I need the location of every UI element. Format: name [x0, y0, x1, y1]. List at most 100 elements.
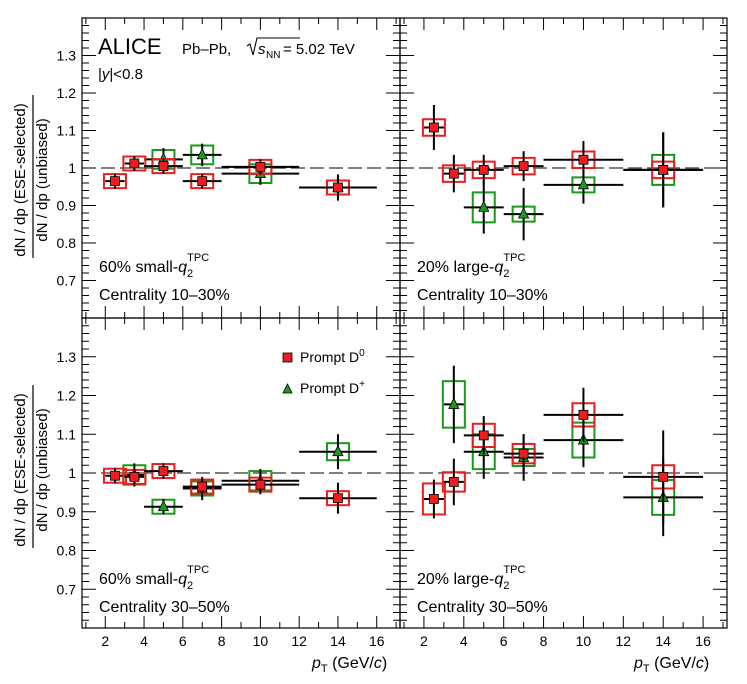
- point-d0: [197, 176, 208, 187]
- y-tick-label: 0.7: [57, 273, 77, 289]
- x-tick-label: 8: [218, 633, 226, 649]
- collision-label: Pb–Pb,: [182, 41, 231, 58]
- y-tick-label: 0.8: [57, 235, 77, 251]
- y-tick-label: 1.1: [57, 123, 77, 139]
- series-d0: [421, 387, 704, 524]
- panel-label-centrality: Centrality 30–50%: [99, 599, 230, 616]
- point-d0: [518, 448, 529, 459]
- x-tick-label: 14: [330, 633, 346, 649]
- ylabel-denominator-bottom: dN / dp (unbiased): [34, 408, 51, 531]
- point-d0: [448, 477, 459, 487]
- panel-bottom-left: 2 4 6 8 10 12 14 16 0.7 0.8 0.9 1 1.1 1.2 1.3 60% small…: [57, 317, 401, 649]
- point-d0: [110, 176, 120, 187]
- collision-system: Pb–Pb,: [182, 41, 231, 58]
- panels: 0.7 0.8 0.9 1 1.1 1.2 1.3 60% small-q2TPC Centra…: [57, 17, 728, 649]
- ylabel-numerator-bottom: dN / dp (ESE-selected): [12, 393, 29, 546]
- point-dplus: [478, 200, 490, 212]
- x-tick-label: 2: [101, 633, 109, 649]
- x-tick-label: 4: [460, 633, 468, 649]
- legend: Prompt D0 Prompt D+: [282, 348, 365, 396]
- point-d0: [428, 494, 439, 504]
- x-tick-label: 12: [291, 633, 307, 649]
- legend-d0-label: Prompt D0: [300, 348, 365, 365]
- x-tick-label: 6: [500, 633, 508, 649]
- y-axis-label-top: dN / dp (ESE-selected) dN / dp (unbiased…: [12, 95, 51, 258]
- x-tick-label: 10: [253, 633, 269, 649]
- legend-d0-marker: [282, 352, 293, 363]
- point-d0: [255, 161, 266, 172]
- panel-label-selection: 20% large-q2TPC: [417, 252, 525, 280]
- point-d0: [658, 164, 669, 175]
- panel-label-selection: 60% small-q2TPC: [99, 564, 209, 592]
- rapidity-label: |y|<0.8: [98, 66, 143, 83]
- y-tick-label: 1: [68, 160, 76, 176]
- point-d0: [478, 164, 489, 175]
- point-d0: [658, 471, 669, 482]
- panel-top-left: 0.7 0.8 0.9 1 1.1 1.2 1.3 60% small-q2TPC Centra…: [57, 17, 401, 319]
- y-tick-label: 1.2: [57, 85, 77, 101]
- y-tick-label: 1.3: [57, 48, 77, 64]
- energy-value: = 5.02 TeV: [283, 41, 355, 58]
- point-d0: [255, 479, 266, 490]
- point-d0: [578, 154, 589, 165]
- y-tick-label: 1: [68, 465, 76, 481]
- point-d0: [448, 168, 459, 179]
- energy-sub: NN: [266, 50, 280, 61]
- header-text: ALICE Pb–Pb, s NN = 5.02 TeV |y|<0.8: [98, 34, 355, 83]
- y-tick-label: 0.9: [57, 504, 77, 520]
- x-tick-label: 16: [369, 633, 385, 649]
- y-tick-label: 1.2: [57, 388, 77, 404]
- point-d0: [333, 182, 343, 193]
- point-d0: [129, 158, 140, 169]
- point-d0: [518, 161, 529, 172]
- ylabel-denominator-top: dN / dp (unbiased): [34, 118, 51, 241]
- x-axis-label-right: pT (GeV/c): [633, 655, 709, 675]
- point-d0: [129, 471, 140, 482]
- x-axis-label-left: pT (GeV/c): [311, 655, 387, 675]
- x-tick-label: 2: [420, 633, 428, 649]
- point-d0: [158, 466, 169, 476]
- point-d0: [578, 409, 589, 420]
- point-dplus: [332, 444, 344, 457]
- energy-sqrt-var: s: [258, 41, 266, 58]
- point-dplus: [517, 207, 530, 219]
- panel-label-centrality: Centrality 10–30%: [417, 287, 548, 304]
- panel-label-selection: 20% large-q2TPC: [417, 564, 525, 592]
- x-tick-label: 4: [140, 633, 148, 649]
- y-tick-label: 0.7: [57, 581, 77, 597]
- ylabel-numerator-top: dN / dp (ESE-selected): [12, 103, 29, 256]
- x-tick-label: 8: [540, 633, 548, 649]
- series-d0: [102, 463, 377, 514]
- panel-label-centrality: Centrality 30–50%: [417, 599, 548, 616]
- legend-dplus-marker: [282, 383, 293, 394]
- x-tick-label: 6: [179, 633, 187, 649]
- point-d0: [197, 481, 208, 492]
- x-tick-label: 10: [576, 633, 592, 649]
- point-dplus: [157, 499, 170, 512]
- y-tick-label: 0.9: [57, 198, 77, 214]
- legend-dplus-label: Prompt D+: [300, 379, 365, 396]
- point-d0: [428, 122, 439, 133]
- y-tick-label: 0.8: [57, 543, 77, 559]
- y-axis-label-bottom: dN / dp (ESE-selected) dN / dp (unbiased…: [12, 385, 51, 548]
- x-tick-label: 12: [616, 633, 632, 649]
- panel-bottom-right: 2 4 6 8 10 12 14 16 20% large-q2TPC Centrality 30…: [399, 317, 728, 649]
- point-d0: [110, 470, 120, 481]
- series-d0: [421, 105, 704, 208]
- panel-label-centrality: Centrality 10–30%: [99, 287, 230, 304]
- panel-label-selection: 60% small-q2TPC: [99, 252, 209, 280]
- x-tick-label: 16: [695, 633, 711, 649]
- experiment-label: ALICE: [98, 34, 162, 59]
- energy-label: s NN = 5.02 TeV: [246, 37, 355, 61]
- x-tick-label: 14: [655, 633, 671, 649]
- y-tick-label: 1.3: [57, 349, 77, 365]
- point-d0: [158, 161, 169, 172]
- series-d0: [102, 155, 377, 201]
- point-d0: [333, 493, 343, 504]
- point-dplus: [196, 147, 208, 160]
- point-d0: [478, 430, 489, 441]
- point-dplus: [577, 177, 590, 190]
- panel-top-right: 20% large-q2TPC Centrality 10–30%: [399, 17, 728, 319]
- point-dplus: [448, 397, 460, 409]
